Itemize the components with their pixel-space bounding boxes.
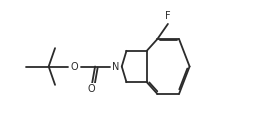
Text: F: F <box>165 11 171 21</box>
Text: O: O <box>71 61 78 72</box>
Text: N: N <box>112 61 119 72</box>
Text: O: O <box>88 84 96 94</box>
